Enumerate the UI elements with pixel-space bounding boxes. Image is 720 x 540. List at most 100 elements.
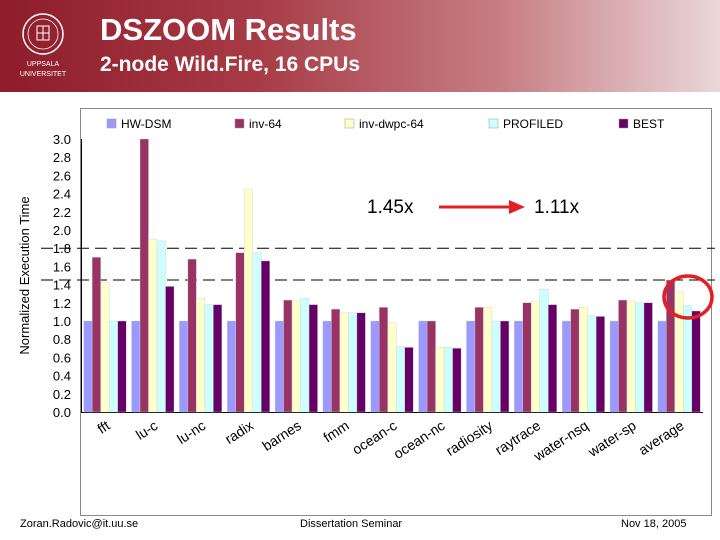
- annotation-speedup-after: 1.11x: [534, 197, 580, 218]
- legend-swatch-inv-64: [234, 118, 245, 129]
- bar-fft-best: [117, 320, 127, 413]
- bar-water-sp-inv-64: [618, 299, 628, 413]
- bar-lu-nc-profiled: [204, 304, 214, 413]
- x-tick-label-lu-nc: lu-nc: [174, 417, 208, 447]
- y-tick-label: 0.4: [53, 369, 71, 384]
- bar-fft-inv-64: [91, 257, 101, 413]
- legend-swatch-profiled: [488, 118, 499, 129]
- bar-fft-inv-dwpc-64: [100, 282, 110, 413]
- bar-water-nsq-inv-64: [570, 308, 580, 413]
- highlight-circle: [662, 274, 714, 320]
- bar-ocean-nc-profiled: [443, 347, 453, 413]
- bar-fmm-inv-64: [331, 308, 341, 413]
- bar-average-best: [691, 310, 701, 413]
- bar-raytrace-best: [548, 304, 557, 413]
- bar-water-sp-inv-dwpc-64: [626, 300, 636, 413]
- bar-lu-c-profiled: [156, 240, 166, 413]
- bar-ocean-c-profiled: [396, 346, 405, 413]
- arrow-head-icon: [509, 200, 525, 214]
- x-tick-label-radiosity: radiosity: [443, 417, 495, 459]
- bar-lu-nc-inv-64: [187, 258, 197, 413]
- bar-ocean-c-inv-dwpc-64: [387, 322, 397, 413]
- university-seal-logo: UPPSALA UNIVERSITET: [20, 13, 67, 78]
- bar-radix-best: [261, 260, 270, 413]
- bar-water-nsq-best: [595, 316, 605, 413]
- bar-barnes-inv-64: [283, 299, 293, 413]
- bar-raytrace-inv-dwpc-64: [531, 300, 540, 413]
- bar-average-profiled: [683, 305, 693, 413]
- y-tick-label: 0.8: [53, 332, 71, 347]
- bar-raytrace-hw-dsm: [514, 320, 523, 413]
- x-tick-label-barnes: barnes: [259, 417, 304, 454]
- bar-average-inv-64: [666, 279, 676, 413]
- bar-fmm-hw-dsm: [322, 320, 332, 413]
- bar-raytrace-inv-64: [522, 302, 532, 413]
- bar-radix-hw-dsm: [227, 320, 236, 413]
- bar-radiosity-inv-64: [474, 307, 484, 413]
- bar-lu-nc-best: [213, 304, 223, 413]
- chart-frame: Normalized Execution Time 0.0 0.2 0.4 0.6 0.8…: [17, 108, 715, 516]
- annotation-speedup-before: 1.45x: [367, 197, 414, 218]
- x-tick-label-water-sp: water-sp: [584, 417, 639, 460]
- legend-swatch-inv-dwpc-64: [344, 118, 355, 129]
- bar-water-sp-best: [643, 302, 653, 413]
- bar-water-nsq-profiled: [587, 315, 597, 413]
- bar-water-nsq-inv-dwpc-64: [578, 307, 588, 413]
- legend-label-inv-64: inv-64: [249, 117, 282, 131]
- footer-event: Dissertation Seminar: [300, 518, 403, 530]
- y-tick-label: 2.6: [53, 168, 71, 183]
- legend-label-best: BEST: [633, 117, 665, 131]
- bar-radiosity-inv-dwpc-64: [483, 307, 493, 413]
- logo-text-line2: UNIVERSITET: [20, 71, 67, 78]
- bar-lu-nc-inv-dwpc-64: [196, 298, 206, 413]
- page-title: DSZOOM Results: [100, 12, 357, 47]
- x-tick-label-ocean-nc: ocean-nc: [390, 417, 447, 462]
- bar-lu-c-hw-dsm: [131, 320, 141, 413]
- y-tick-label: 3.0: [53, 132, 71, 147]
- bar-ocean-c-best: [404, 347, 414, 413]
- bar-barnes-profiled: [300, 298, 310, 413]
- bar-fmm-inv-dwpc-64: [339, 312, 349, 413]
- bar-lu-nc-hw-dsm: [179, 320, 189, 413]
- y-tick-label: 2.2: [53, 205, 71, 220]
- bar-barnes-best: [308, 304, 318, 413]
- y-tick-label: 0.2: [53, 387, 71, 402]
- legend-label-profiled: PROFILED: [503, 117, 563, 131]
- bar-radiosity-profiled: [491, 320, 501, 413]
- y-tick-label: 1.2: [53, 296, 71, 311]
- bar-fmm-profiled: [348, 312, 358, 413]
- y-tick-label: 1.6: [53, 259, 71, 274]
- y-tick-label: 1.8: [53, 241, 71, 256]
- title-banner: UPPSALA UNIVERSITET DSZOOM Results 2-nod…: [0, 0, 720, 92]
- bar-lu-c-inv-dwpc-64: [148, 238, 158, 413]
- bar-lu-c-best: [165, 286, 175, 413]
- bar-water-sp-hw-dsm: [609, 320, 619, 413]
- bar-ocean-nc-best: [452, 348, 462, 413]
- y-tick-label: 0.0: [53, 405, 71, 420]
- y-tick-label: 1.4: [53, 278, 71, 293]
- bar-ocean-nc-inv-64: [426, 320, 436, 413]
- bar-radix-inv-dwpc-64: [244, 188, 253, 413]
- bar-radiosity-best: [500, 320, 510, 413]
- legend-label-inv-dwpc-64: inv-dwpc-64: [359, 117, 424, 131]
- bar-ocean-nc-inv-dwpc-64: [435, 347, 445, 413]
- legend-swatch-hw-dsm: [106, 118, 117, 129]
- bar-lu-c-inv-64: [139, 138, 149, 413]
- footer-date: Nov 18, 2005: [621, 518, 687, 530]
- bar-barnes-hw-dsm: [274, 320, 284, 413]
- x-tick-label-fft: fft: [94, 417, 112, 437]
- legend-swatch-best: [618, 118, 629, 129]
- x-tick-label-lu-c: lu-c: [133, 417, 161, 443]
- x-tick-label-average: average: [636, 417, 687, 458]
- bar-fmm-best: [356, 312, 366, 413]
- y-tick-label: 0.6: [53, 350, 71, 365]
- y-tick-label: 2.8: [53, 150, 71, 165]
- bar-average-hw-dsm: [657, 320, 667, 413]
- bar-water-nsq-hw-dsm: [561, 320, 571, 413]
- bar-water-sp-profiled: [635, 302, 645, 413]
- bar-barnes-inv-dwpc-64: [291, 300, 301, 413]
- bar-ocean-c-hw-dsm: [370, 320, 380, 413]
- bar-radiosity-hw-dsm: [466, 320, 476, 413]
- y-tick-label: 2.0: [53, 223, 71, 238]
- y-axis-title: Normalized Execution Time: [17, 196, 32, 354]
